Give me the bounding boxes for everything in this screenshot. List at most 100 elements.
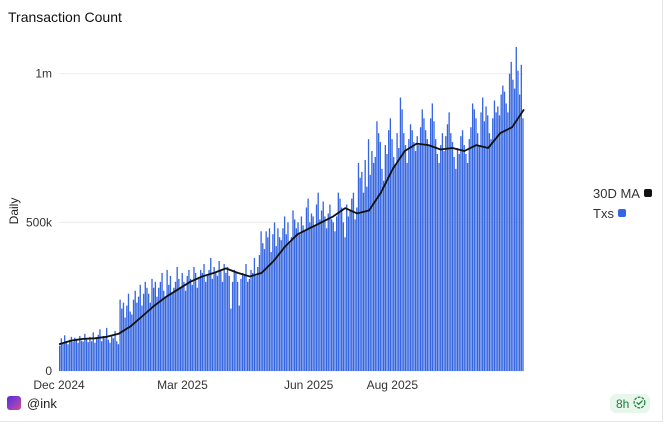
txs-bar [164, 296, 167, 371]
txs-bar [446, 124, 449, 371]
creator-handle[interactable]: @ink [27, 396, 57, 411]
txs-bar [520, 64, 522, 371]
txs-bar [307, 198, 309, 371]
txs-bar [515, 46, 517, 371]
txs-bar [362, 192, 365, 371]
txs-bar [241, 272, 244, 371]
txs-bar [116, 341, 118, 371]
txs-bar [510, 61, 512, 372]
txs-bar [171, 293, 173, 371]
txs-bar [169, 275, 172, 371]
txs-bar [74, 337, 76, 371]
txs-bars [59, 46, 524, 372]
txs-bar [181, 272, 183, 371]
txs-bar [243, 275, 245, 371]
txs-bar [174, 281, 177, 371]
txs-bar [493, 100, 496, 371]
txs-bar [451, 142, 454, 371]
txs-bar [220, 269, 222, 371]
txs-bar [413, 142, 415, 371]
txs-bar [218, 261, 220, 371]
txs-bar [398, 148, 400, 371]
txs-bar [65, 341, 68, 371]
txs-bar [470, 127, 472, 372]
x-tick-label: Dec 2024 [33, 378, 85, 392]
txs-bar [168, 284, 170, 371]
txs-bar [213, 266, 215, 371]
txs-bar [194, 272, 197, 371]
txs-bar [247, 281, 249, 371]
txs-bar [119, 299, 121, 371]
txs-bar [85, 338, 88, 371]
txs-bar [507, 112, 509, 372]
txs-bar [466, 162, 469, 371]
txs-bar [255, 275, 257, 371]
txs-bar [404, 145, 407, 371]
txs-bar [84, 333, 86, 371]
txs-bar [361, 171, 363, 371]
txs-bar [126, 305, 128, 371]
txs-bar [100, 341, 103, 371]
y-axis-label: Daily [7, 198, 21, 225]
txs-bar [282, 228, 284, 371]
txs-bar [302, 225, 304, 371]
txs-bar [497, 106, 499, 372]
txs-bar [483, 121, 486, 371]
txs-bar [134, 290, 136, 371]
txs-bar [285, 234, 287, 371]
txs-bar [366, 186, 368, 371]
txs-bar [394, 165, 397, 371]
txs-bar [485, 106, 487, 372]
freshness-badge[interactable]: 8h [610, 394, 651, 413]
txs-bar [267, 237, 269, 371]
txs-bar [377, 133, 380, 371]
txs-bar [330, 219, 333, 371]
txs-bar [77, 342, 79, 371]
txs-bar [304, 231, 306, 371]
txs-bar [235, 272, 237, 371]
legend-item-ma[interactable]: 30D MA [593, 183, 652, 203]
txs-bar [186, 275, 188, 371]
txs-bar [260, 231, 262, 371]
txs-bar [67, 344, 69, 371]
txs-bar [236, 281, 239, 371]
txs-bar [346, 204, 348, 371]
txs-bar [60, 338, 63, 371]
txs-bar [131, 314, 133, 371]
txs-bar [299, 234, 301, 371]
txs-bar [482, 97, 484, 371]
txs-bar [59, 345, 61, 371]
legend-item-txs[interactable]: Txs [593, 203, 652, 223]
txs-bar [488, 133, 491, 371]
txs-bar [391, 139, 393, 371]
txs-bar [300, 216, 303, 371]
txs-bar [154, 281, 157, 371]
txs-bar [147, 293, 150, 371]
txs-bar [146, 287, 148, 371]
txs-bar [107, 339, 110, 371]
txs-bar [453, 156, 455, 371]
txs-bar [408, 139, 410, 371]
txs-bar [450, 133, 452, 371]
txs-bar [159, 281, 162, 371]
txs-bar [294, 219, 296, 371]
txs-bar [79, 335, 81, 371]
txs-bar [106, 327, 108, 371]
txs-bar [178, 278, 180, 371]
txs-bar [151, 278, 153, 371]
txs-bar [223, 263, 225, 371]
txs-bar [309, 222, 311, 371]
txs-bar [179, 287, 182, 371]
txs-bar [436, 153, 439, 371]
txs-bar [512, 79, 514, 372]
txs-bar [158, 287, 160, 371]
txs-bar [90, 341, 93, 371]
txs-bar [386, 153, 388, 371]
txs-bar [374, 156, 376, 371]
legend-label-txs: Txs [593, 205, 614, 221]
txs-bar [329, 204, 331, 371]
txs-bar [104, 338, 106, 371]
txs-bar [465, 153, 467, 371]
txs-bar [273, 222, 276, 371]
txs-bar [312, 216, 314, 371]
